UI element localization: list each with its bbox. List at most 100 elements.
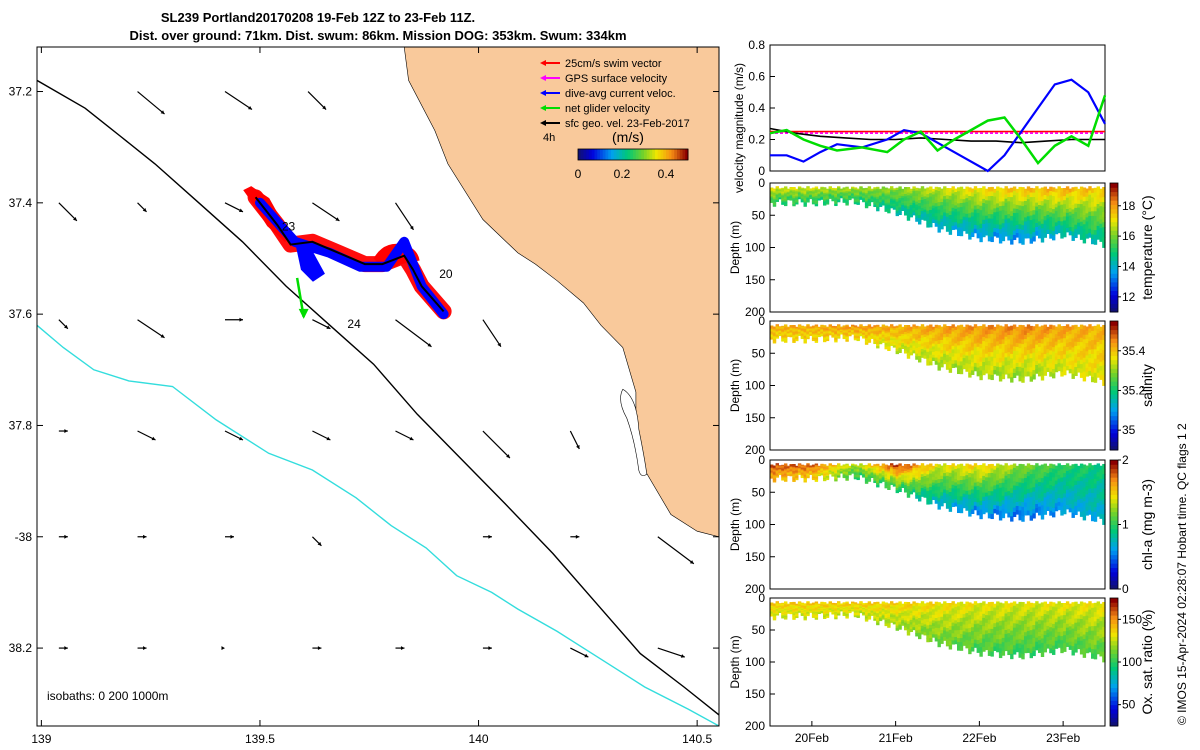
- geo-velocity-arrow: [307, 91, 327, 110]
- temperature-cell: [929, 210, 933, 214]
- temperature-cell: [948, 230, 953, 235]
- salinity-cell: [1102, 380, 1106, 386]
- temperature-cell: [825, 198, 830, 201]
- chl-a-cell: [1029, 510, 1033, 517]
- salinity-cell: [948, 333, 953, 339]
- salinity-cell: [1012, 342, 1017, 348]
- temperature-cell: [915, 210, 919, 214]
- temperature-cell: [1054, 192, 1059, 197]
- temperature-cell: [781, 190, 785, 193]
- chl-a-cell: [931, 474, 936, 478]
- chl-a-cell: [873, 468, 877, 471]
- chl-a-cell: [920, 477, 925, 481]
- salinity-cell: [926, 338, 930, 343]
- temperature-cell: [1096, 208, 1100, 214]
- salinity-cell: [948, 349, 953, 354]
- salinity-cell: [929, 361, 933, 366]
- temperature-cell: [876, 194, 880, 198]
- chl-a-cell: [937, 468, 941, 473]
- chl-a-cell: [968, 468, 972, 474]
- salinity-cell: [996, 345, 1000, 351]
- salinity-cell: [1035, 332, 1039, 338]
- temperature-cell: [784, 199, 788, 202]
- salinity-cell: [873, 326, 877, 329]
- salinity-cell: [996, 328, 1000, 334]
- salinity-cell: [806, 324, 810, 326]
- temperature-cell: [1057, 201, 1061, 207]
- temperature-cell: [1096, 199, 1100, 205]
- temperature-cell: [845, 188, 849, 191]
- salinity-cell: [920, 343, 925, 347]
- salinity-cell: [1024, 359, 1028, 365]
- salinity-cell: [1029, 353, 1033, 359]
- chl-a-cell: [803, 479, 807, 482]
- temperature-cell: [878, 188, 883, 191]
- salinity-cell: [878, 331, 883, 333]
- salinity-cell: [770, 326, 774, 329]
- salinity-cell: [982, 366, 986, 371]
- temperature-cell: [1035, 186, 1039, 191]
- chl-a-cell: [892, 465, 897, 468]
- chl-a-cell: [1010, 511, 1014, 517]
- salinity-cell: [987, 369, 992, 375]
- chl-a-cell: [918, 474, 922, 478]
- chl-a-cell: [965, 471, 969, 476]
- chl-a-cell: [862, 467, 866, 469]
- chl-a-cell: [976, 502, 980, 508]
- chl-a-cell: [817, 473, 821, 475]
- salinity-cell: [1063, 330, 1067, 335]
- chl-a-cell: [856, 471, 860, 474]
- oxygen-cell: [834, 614, 838, 617]
- salinity-cell: [778, 328, 782, 330]
- oxygen-cell: [781, 602, 785, 605]
- chl-a-cell: [845, 478, 849, 481]
- chl-a-cell: [862, 465, 866, 467]
- salinity-cell: [1026, 332, 1031, 338]
- chl-a-cell: [890, 473, 894, 477]
- salinity-cell: [823, 329, 827, 332]
- temperature-cell: [1074, 191, 1078, 196]
- temperature-cell: [834, 193, 838, 196]
- oxygen-cell: [800, 613, 805, 615]
- temperature-cell: [1004, 206, 1008, 212]
- salinity-cell: [915, 356, 919, 360]
- temperature-cell: [786, 197, 791, 200]
- temperature-cell: [915, 196, 919, 200]
- temperature-cell: [1068, 223, 1073, 228]
- chl-a-cell: [948, 484, 953, 489]
- temperature-cell: [786, 191, 791, 194]
- chl-a-cell: [943, 463, 947, 468]
- geo-velocity-arrowhead: [142, 207, 147, 212]
- temperature-cell: [825, 192, 830, 195]
- chl-a-cell: [973, 505, 978, 511]
- oxygen-cell: [820, 604, 824, 607]
- temperature-cell: [1096, 234, 1100, 240]
- salinity-cell: [1068, 357, 1073, 362]
- chl-a-cell: [786, 473, 791, 476]
- chl-a-cell: [828, 464, 832, 466]
- chl-a-cell: [778, 473, 782, 476]
- oxygen-cell: [809, 609, 813, 611]
- salinity-cell: [951, 356, 955, 361]
- temperature-cell: [1102, 222, 1106, 228]
- salinity-cell: [1088, 337, 1092, 342]
- salinity-cell: [817, 334, 821, 337]
- salinity-cell: [962, 333, 966, 338]
- chl-a-cell: [1018, 482, 1022, 488]
- salinity-cell: [867, 333, 872, 336]
- salinity-cell: [892, 329, 897, 333]
- chl-a-cell: [823, 469, 827, 472]
- oxygen-cell: [806, 603, 810, 606]
- chl-a-cell: [828, 469, 832, 471]
- chl-a-cell: [884, 480, 888, 483]
- salinity-cell: [943, 330, 947, 335]
- chl-a-cell: [1012, 498, 1017, 504]
- temperature-cell: [890, 198, 894, 202]
- salinity-cell: [1065, 331, 1070, 337]
- chl-a-cell: [859, 464, 863, 466]
- chl-a-cell: [951, 470, 955, 475]
- salinity-cell: [837, 335, 841, 338]
- chl-a-cell: [789, 468, 793, 471]
- chl-a-cell: [940, 495, 944, 500]
- chl-a-cell: [1099, 496, 1103, 502]
